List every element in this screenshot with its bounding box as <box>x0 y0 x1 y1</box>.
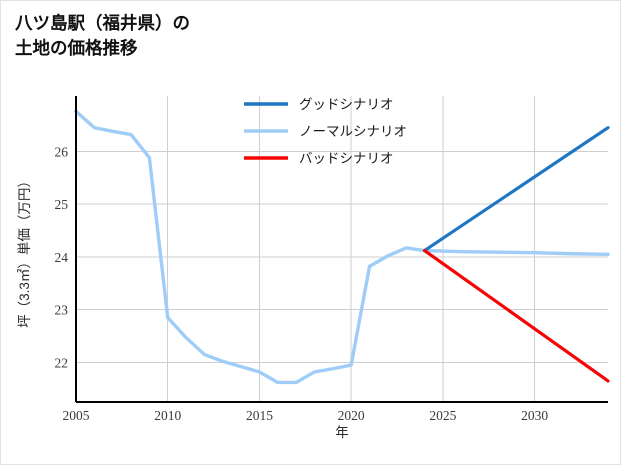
x-tick-label: 2025 <box>429 408 456 423</box>
y-tick-label: 24 <box>55 250 69 265</box>
y-tick-label: 26 <box>55 144 69 159</box>
x-tick-label: 2005 <box>63 408 90 423</box>
series-group <box>74 109 610 385</box>
series-line-good <box>422 126 610 253</box>
x-tick-label: 2030 <box>521 408 548 423</box>
y-tick-label: 25 <box>55 197 69 212</box>
x-axis-title: 年 <box>335 425 349 440</box>
series-line-normal <box>74 109 610 385</box>
legend-label: グッドシナリオ <box>299 97 394 112</box>
y-axis-title: 坪（3.3㎡）単価（万円） <box>17 174 32 328</box>
x-tick-label: 2020 <box>338 408 365 423</box>
gridlines-group <box>75 96 608 402</box>
page-title: 八ツ島駅（福井県）の 土地の価格推移 <box>15 13 190 58</box>
series-line-bad <box>422 248 610 383</box>
x-tick-label: 2010 <box>154 408 181 423</box>
legend-label: バッドシナリオ <box>299 151 394 166</box>
x-tick-label: 2015 <box>246 408 273 423</box>
legend-label: ノーマルシナリオ <box>299 124 407 139</box>
axis-group <box>74 96 608 404</box>
y-tick-labels: 22 23 24 25 26 <box>55 144 69 370</box>
x-tick-labels: 2005 2010 2015 2020 2025 2030 <box>63 408 549 423</box>
y-tick-label: 22 <box>55 355 69 370</box>
y-tick-label: 23 <box>55 303 69 318</box>
